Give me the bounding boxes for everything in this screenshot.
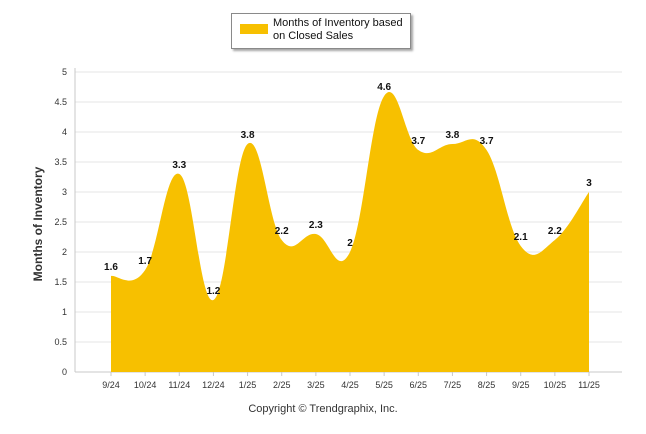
y-tick-label: 5 [62, 67, 67, 77]
y-tick-label: 0 [62, 367, 67, 377]
y-tick-label: 4.5 [54, 97, 67, 107]
data-label: 2.2 [275, 226, 289, 237]
data-label: 4.6 [377, 82, 391, 93]
y-tick-label: 4 [62, 127, 67, 137]
x-tick-label: 3/25 [307, 380, 325, 390]
y-tick-label: 2.5 [54, 217, 67, 227]
data-label: 3.7 [411, 136, 425, 147]
data-label: 1.6 [104, 262, 118, 273]
y-tick-label: 3.5 [54, 157, 67, 167]
data-label: 3.8 [445, 130, 459, 141]
x-tick-label: 6/25 [410, 380, 428, 390]
series-area [111, 92, 589, 373]
y-tick-label: 0.5 [54, 337, 67, 347]
x-tick-label: 7/25 [444, 380, 462, 390]
y-tick-label: 1.5 [54, 277, 67, 287]
data-label: 2 [347, 238, 353, 249]
data-label: 3 [586, 178, 592, 189]
data-label: 3.8 [241, 130, 255, 141]
copyright-text: Copyright © Trendgraphix, Inc. [248, 403, 398, 415]
y-tick-label: 3 [62, 187, 67, 197]
x-tick-label: 2/25 [273, 380, 291, 390]
legend-swatch [240, 24, 268, 34]
data-label: 2.3 [309, 220, 323, 231]
legend-label: Months of Inventory based on Closed Sale… [273, 17, 403, 42]
data-label: 2.2 [548, 226, 562, 237]
legend[interactable]: Months of Inventory based on Closed Sale… [231, 13, 411, 49]
y-tick-label: 1 [62, 307, 67, 317]
x-tick-label: 9/25 [512, 380, 530, 390]
x-tick-label: 9/24 [102, 380, 120, 390]
data-label: 1.7 [138, 256, 152, 267]
x-tick-label: 12/24 [202, 380, 225, 390]
y-tick-label: 2 [62, 247, 67, 257]
data-label: 3.3 [172, 160, 186, 171]
x-tick-label: 10/25 [544, 380, 567, 390]
x-tick-label: 10/24 [134, 380, 157, 390]
x-tick-label: 8/25 [478, 380, 496, 390]
data-label: 2.1 [514, 232, 528, 243]
x-tick-label: 5/25 [375, 380, 393, 390]
x-tick-label: 4/25 [341, 380, 359, 390]
data-label: 1.2 [206, 286, 220, 297]
x-tick-label: 11/25 [578, 380, 600, 390]
data-label: 3.7 [480, 136, 494, 147]
x-tick-label: 1/25 [239, 380, 257, 390]
x-tick-label: 11/24 [168, 380, 190, 390]
y-axis-label: Months of Inventory [31, 166, 45, 282]
